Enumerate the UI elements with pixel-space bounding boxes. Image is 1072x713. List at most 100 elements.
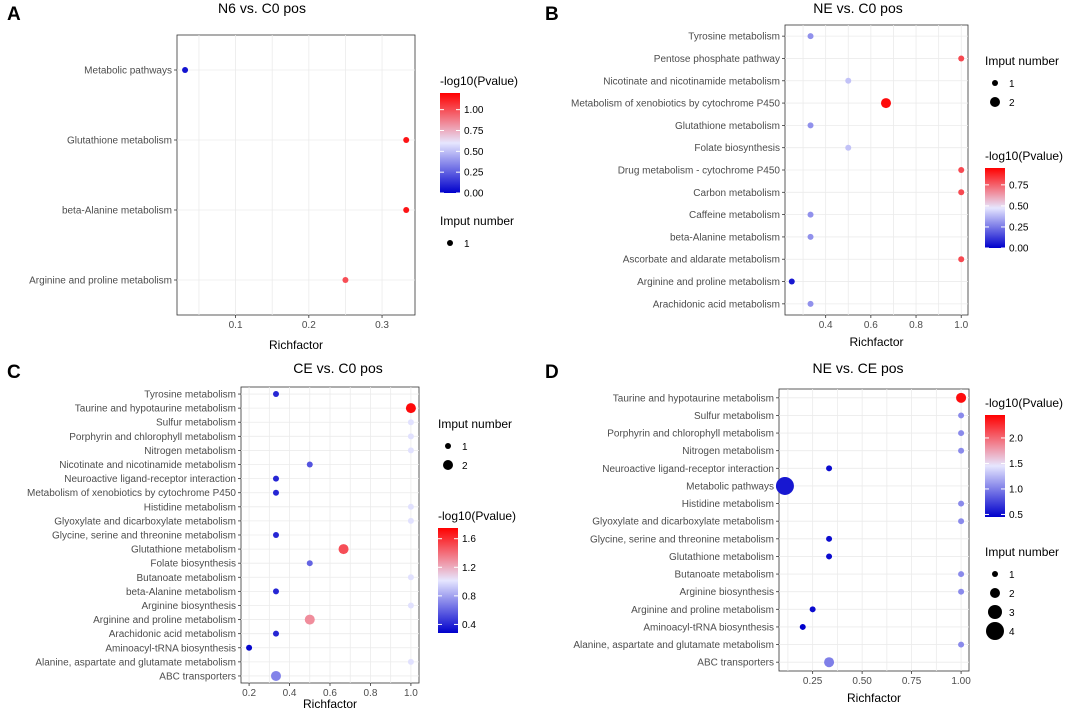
panel-letter: A	[7, 4, 21, 25]
data-point	[407, 433, 414, 440]
y-tick-label: Arachidonic acid metabolism	[653, 299, 780, 310]
data-point	[958, 447, 965, 454]
y-tick-label: Aminoacyl-tRNA biosynthesis	[105, 643, 236, 654]
data-point	[958, 430, 965, 437]
y-tick-label: Arginine and proline metabolism	[93, 615, 236, 626]
panel-d: D NE vs. CE pos Taurine and hypotaurine me…	[545, 360, 1063, 705]
count-legend-label: 1	[1009, 570, 1015, 581]
count-legend-title: Imput number	[985, 545, 1059, 559]
y-tick-label: Histidine metabolism	[682, 499, 774, 510]
x-tick-label: 0.3	[375, 320, 389, 331]
panel-letter: C	[7, 362, 21, 383]
panel-letter: B	[545, 4, 559, 25]
y-tick-label: Neuroactive ligand-receptor interaction	[602, 464, 774, 475]
data-point	[845, 77, 852, 84]
y-tick-label: Sulfur metabolism	[694, 411, 774, 422]
y-tick-label: Aminoacyl-tRNA biosynthesis	[643, 622, 774, 633]
data-point	[958, 167, 965, 173]
data-point	[342, 277, 349, 283]
x-tick-label: 0.1	[229, 320, 243, 331]
data-point	[880, 98, 891, 109]
y-tick-label: Alanine, aspartate and glutamate metabol…	[35, 657, 236, 668]
data-point	[958, 500, 965, 507]
count-legend-label: 2	[462, 461, 468, 472]
data-point	[958, 412, 965, 419]
pvalue-colorbar	[985, 415, 1005, 517]
colorbar-tick-label: 1.6	[462, 534, 476, 545]
x-axis-title: Richfactor	[303, 697, 357, 711]
data-point	[845, 144, 852, 151]
data-point	[807, 300, 814, 307]
data-point	[405, 403, 416, 414]
data-point	[338, 544, 349, 555]
data-point	[407, 447, 414, 454]
count-legend-dot	[992, 571, 998, 577]
data-point	[272, 489, 279, 496]
data-point	[246, 644, 253, 651]
x-tick-label: 0.4	[283, 688, 297, 699]
data-point	[407, 517, 414, 524]
y-tick-label: ABC transporters	[159, 671, 236, 682]
colorbar-tick-label: 1.00	[464, 105, 484, 116]
data-point	[272, 588, 279, 595]
y-tick-label: Ascorbate and aldarate metabolism	[623, 255, 780, 266]
panel-letter: D	[545, 362, 559, 383]
y-tick-label: ABC transporters	[697, 658, 774, 669]
y-tick-label: Folate biosynthesis	[150, 559, 236, 570]
data-point	[956, 392, 967, 403]
colorbar-tick-label: 0.75	[464, 126, 484, 137]
colorbar-tick-label: 1.2	[462, 563, 476, 574]
y-tick-label: Alanine, aspartate and glutamate metabol…	[573, 640, 774, 651]
y-tick-label: Nicotinate and nicotinamide metabolism	[603, 76, 780, 87]
y-tick-label: Metabolism of xenobiotics by cytochrome …	[27, 488, 236, 499]
y-tick-label: Glutathione metabolism	[669, 552, 774, 563]
data-point	[809, 606, 816, 613]
data-point	[306, 461, 313, 468]
pvalue-legend-title: -log10(Pvalue)	[985, 149, 1063, 163]
count-legend-label: 4	[1009, 627, 1015, 638]
count-legend-label: 1	[462, 442, 468, 453]
count-legend-label: 1	[1009, 79, 1015, 90]
y-tick-label: Metabolism of xenobiotics by cytochrome …	[571, 99, 780, 110]
panel-title: NE vs. C0 pos	[813, 0, 902, 16]
x-tick-label: 1.0	[954, 320, 968, 331]
plot-area	[778, 388, 970, 672]
y-tick-label: Folate biosynthesis	[694, 143, 780, 154]
y-tick-label: Arginine biosynthesis	[680, 587, 775, 598]
count-legend-dot	[445, 443, 451, 449]
y-tick-label: Nicotinate and nicotinamide metabolism	[59, 460, 236, 471]
data-point	[272, 532, 279, 538]
colorbar-tick-label: 0.25	[464, 168, 484, 179]
y-tick-label: Glutathione metabolism	[67, 136, 172, 147]
y-tick-label: Glycine, serine and threonine metabolism	[590, 534, 774, 545]
count-legend-label: 2	[1009, 98, 1015, 109]
data-point	[788, 278, 795, 285]
y-tick-label: Tyrosine metabolism	[688, 32, 780, 43]
data-point	[826, 553, 833, 560]
y-tick-label: Arachidonic acid metabolism	[109, 629, 236, 640]
count-legend-dot	[988, 605, 1002, 619]
colorbar-tick-label: 0.00	[1009, 244, 1029, 255]
data-point	[407, 658, 414, 665]
data-point	[407, 602, 414, 609]
y-tick-label: beta-Alanine metabolism	[670, 232, 780, 243]
colorbar-tick-label: 0.00	[464, 189, 484, 200]
x-axis-title: Richfactor	[847, 691, 901, 705]
y-tick-label: Porphyrin and chlorophyll metabolism	[607, 429, 774, 440]
colorbar-tick-label: 0.75	[1009, 180, 1029, 191]
panel-c: C CE vs. C0 pos Tyrosine metabolism Taurine…	[7, 360, 516, 711]
count-legend-title: Imput number	[985, 54, 1059, 68]
data-point	[958, 189, 965, 196]
data-point	[403, 207, 410, 213]
y-tick-label: Metabolic pathways	[84, 66, 172, 77]
count-legend-label: 3	[1009, 608, 1015, 619]
x-axis-title: Richfactor	[849, 335, 903, 349]
colorbar-tick-label: 0.5	[1009, 510, 1023, 521]
panel-b: B NE vs. C0 pos Tyrosine metabolism Pentose…	[545, 0, 1063, 349]
data-point	[775, 476, 794, 495]
data-point	[958, 571, 965, 578]
x-tick-label: 0.25	[803, 676, 823, 687]
y-tick-label: Taurine and hypotaurine metabolism	[75, 404, 236, 415]
data-point	[826, 535, 833, 542]
